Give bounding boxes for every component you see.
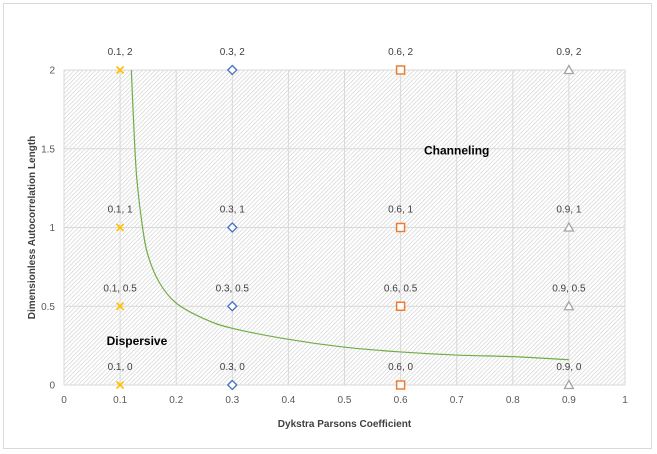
x-axis-title: Dykstra Parsons Coefficient: [278, 419, 412, 430]
data-point-diamond-marker: [226, 222, 238, 233]
data-point-diamond-marker: [226, 379, 238, 391]
data-labels: 0.1, 2 0.1, 1 0.1, 0.5 0.1, 0 0.3, 2 0.3, 1 0.…: [103, 47, 586, 373]
data-label: 0.9, 1: [556, 205, 581, 216]
data-point-x-marker: [116, 223, 125, 232]
data-label: 0.6, 2: [388, 47, 413, 58]
data-point-triangle-marker: [563, 379, 575, 390]
data-point-x-marker: [116, 302, 125, 311]
y-tick-label: 1: [49, 223, 55, 234]
x-tick-label: 0.2: [169, 395, 183, 406]
x-tick-label: 0.4: [281, 395, 295, 406]
x-marker-stroke: [116, 223, 125, 232]
x-tick-label: 0.8: [506, 395, 520, 406]
tick-labels: 0 0.1 0.2 0.3 0.4 0.5 0.6 0.7 0.8 0.9 1 0 0.5 1 1.5 2: [41, 66, 628, 407]
y-tick-label: 2: [49, 66, 55, 77]
data-label: 0.6, 1: [388, 205, 413, 216]
data-label: 0.1, 2: [108, 47, 133, 58]
x-tick-label: 0.6: [394, 395, 408, 406]
region-label: Dispersive: [107, 334, 168, 348]
data-label: 0.6, 0: [388, 362, 413, 373]
data-label: 0.3, 0.5: [216, 283, 250, 294]
x-tick-label: 0: [61, 395, 67, 406]
x-marker-stroke: [116, 302, 125, 311]
boundary-curve-layer: [130, 69, 569, 361]
data-label: 0.9, 0.5: [552, 283, 586, 294]
data-point-triangle-marker: [563, 64, 575, 75]
annotations: Channeling Dispersive: [107, 143, 490, 348]
data-point-triangle-marker: [563, 221, 575, 232]
x-marker-stroke: [116, 380, 125, 390]
x-tick-label: 0.3: [225, 395, 239, 406]
x-tick-label: 0.5: [338, 395, 352, 406]
x-marker-stroke: [116, 65, 125, 75]
data-label: 0.3, 0: [220, 362, 245, 373]
data-point-diamond-marker: [226, 64, 238, 76]
data-point-square-marker: [395, 65, 406, 75]
data-label: 0.1, 1: [108, 205, 133, 216]
data-point-x-marker: [116, 65, 125, 75]
data-point-square-marker: [395, 380, 406, 390]
data-label: 0.1, 0: [108, 362, 133, 373]
y-tick-label: 0.5: [41, 302, 55, 313]
data-point-square-marker: [395, 222, 406, 233]
x-tick-label: 0.7: [450, 395, 464, 406]
data-point-x-marker: [116, 380, 125, 390]
x-tick-label: 0.1: [113, 395, 127, 406]
data-label: 0.9, 2: [556, 47, 581, 58]
y-axis-title: Dimensionless Autocorrelation Length: [27, 136, 38, 320]
x-tick-label: 0.9: [562, 395, 576, 406]
boundary-curve: [130, 69, 569, 361]
data-points: [116, 64, 575, 391]
y-tick-label: 1.5: [41, 144, 55, 155]
data-label: 0.9, 0: [556, 362, 581, 373]
data-label: 0.1, 0.5: [103, 283, 137, 294]
region-label: Channeling: [424, 143, 489, 157]
data-point-square-marker: [395, 301, 406, 311]
data-point-diamond-marker: [226, 300, 238, 312]
data-label: 0.3, 1: [220, 205, 245, 216]
data-point-triangle-marker: [563, 300, 575, 311]
data-label: 0.3, 2: [220, 47, 245, 58]
x-tick-label: 1: [622, 395, 628, 406]
y-tick-label: 0: [49, 381, 55, 392]
data-label: 0.6, 0.5: [384, 283, 418, 294]
